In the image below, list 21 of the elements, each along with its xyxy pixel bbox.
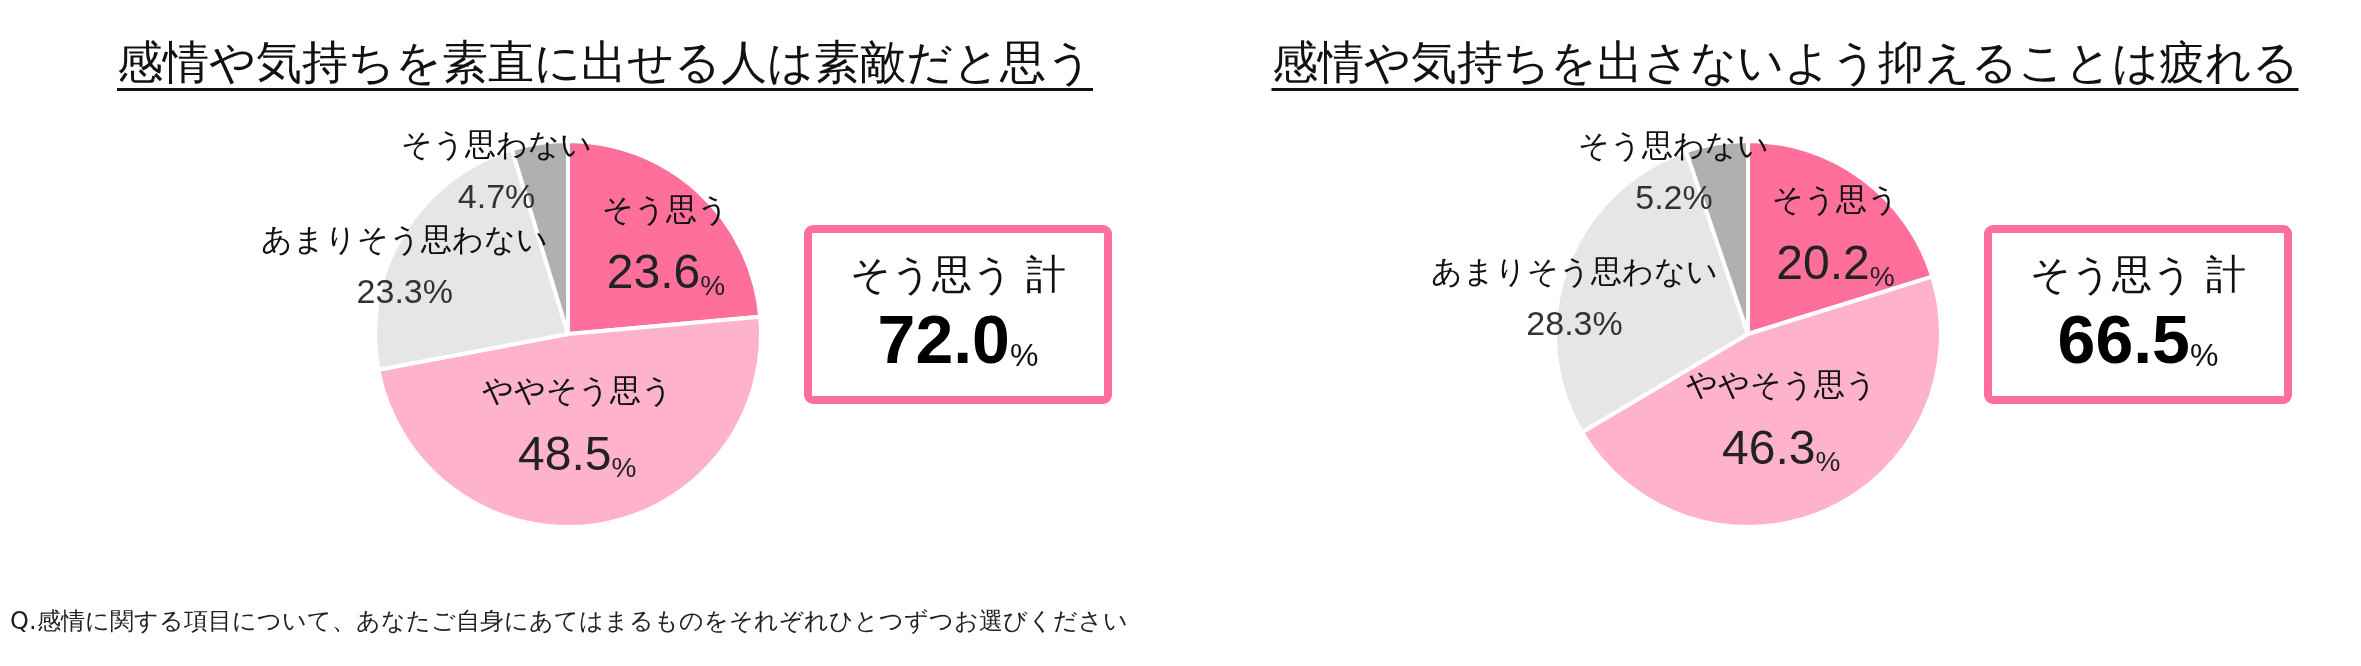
data-label: 20.2% (1776, 235, 1895, 292)
data-label: 4.7% (457, 177, 536, 216)
text: 72.0% (877, 301, 1039, 377)
data-label: 5.2% (1635, 178, 1713, 217)
data-label: 23.6% (606, 245, 726, 302)
data-label: 46.3% (1722, 420, 1841, 477)
slice-label: そう思わない (1578, 127, 1770, 164)
slice-label: あまりそう思わない (1431, 253, 1719, 290)
slice-label: ややそう思う (1685, 366, 1877, 403)
text: 66.5% (2057, 301, 2219, 377)
chart-title: 感情や気持ちを出さないよう抑えることは疲れる (1271, 35, 2299, 89)
data-label: 23.3% (356, 272, 453, 311)
slice-label: そう思わない (401, 126, 593, 163)
text: Q.感情に関する項目について、あなたご自身にあてはまるものをそれぞれひとつずつお選びください (10, 606, 1128, 636)
data-label: 48.5% (517, 426, 637, 483)
slice-label: あまりそう思わない (261, 221, 549, 258)
chart-title: 感情や気持ちを素直に出せる人は素敵だと思う (117, 35, 1093, 89)
data-label: 28.3% (1526, 304, 1623, 343)
text: そう思う 計 (850, 251, 1066, 297)
text: そう思う 計 (2030, 251, 2246, 297)
slice-label: ややそう思う (481, 372, 673, 409)
